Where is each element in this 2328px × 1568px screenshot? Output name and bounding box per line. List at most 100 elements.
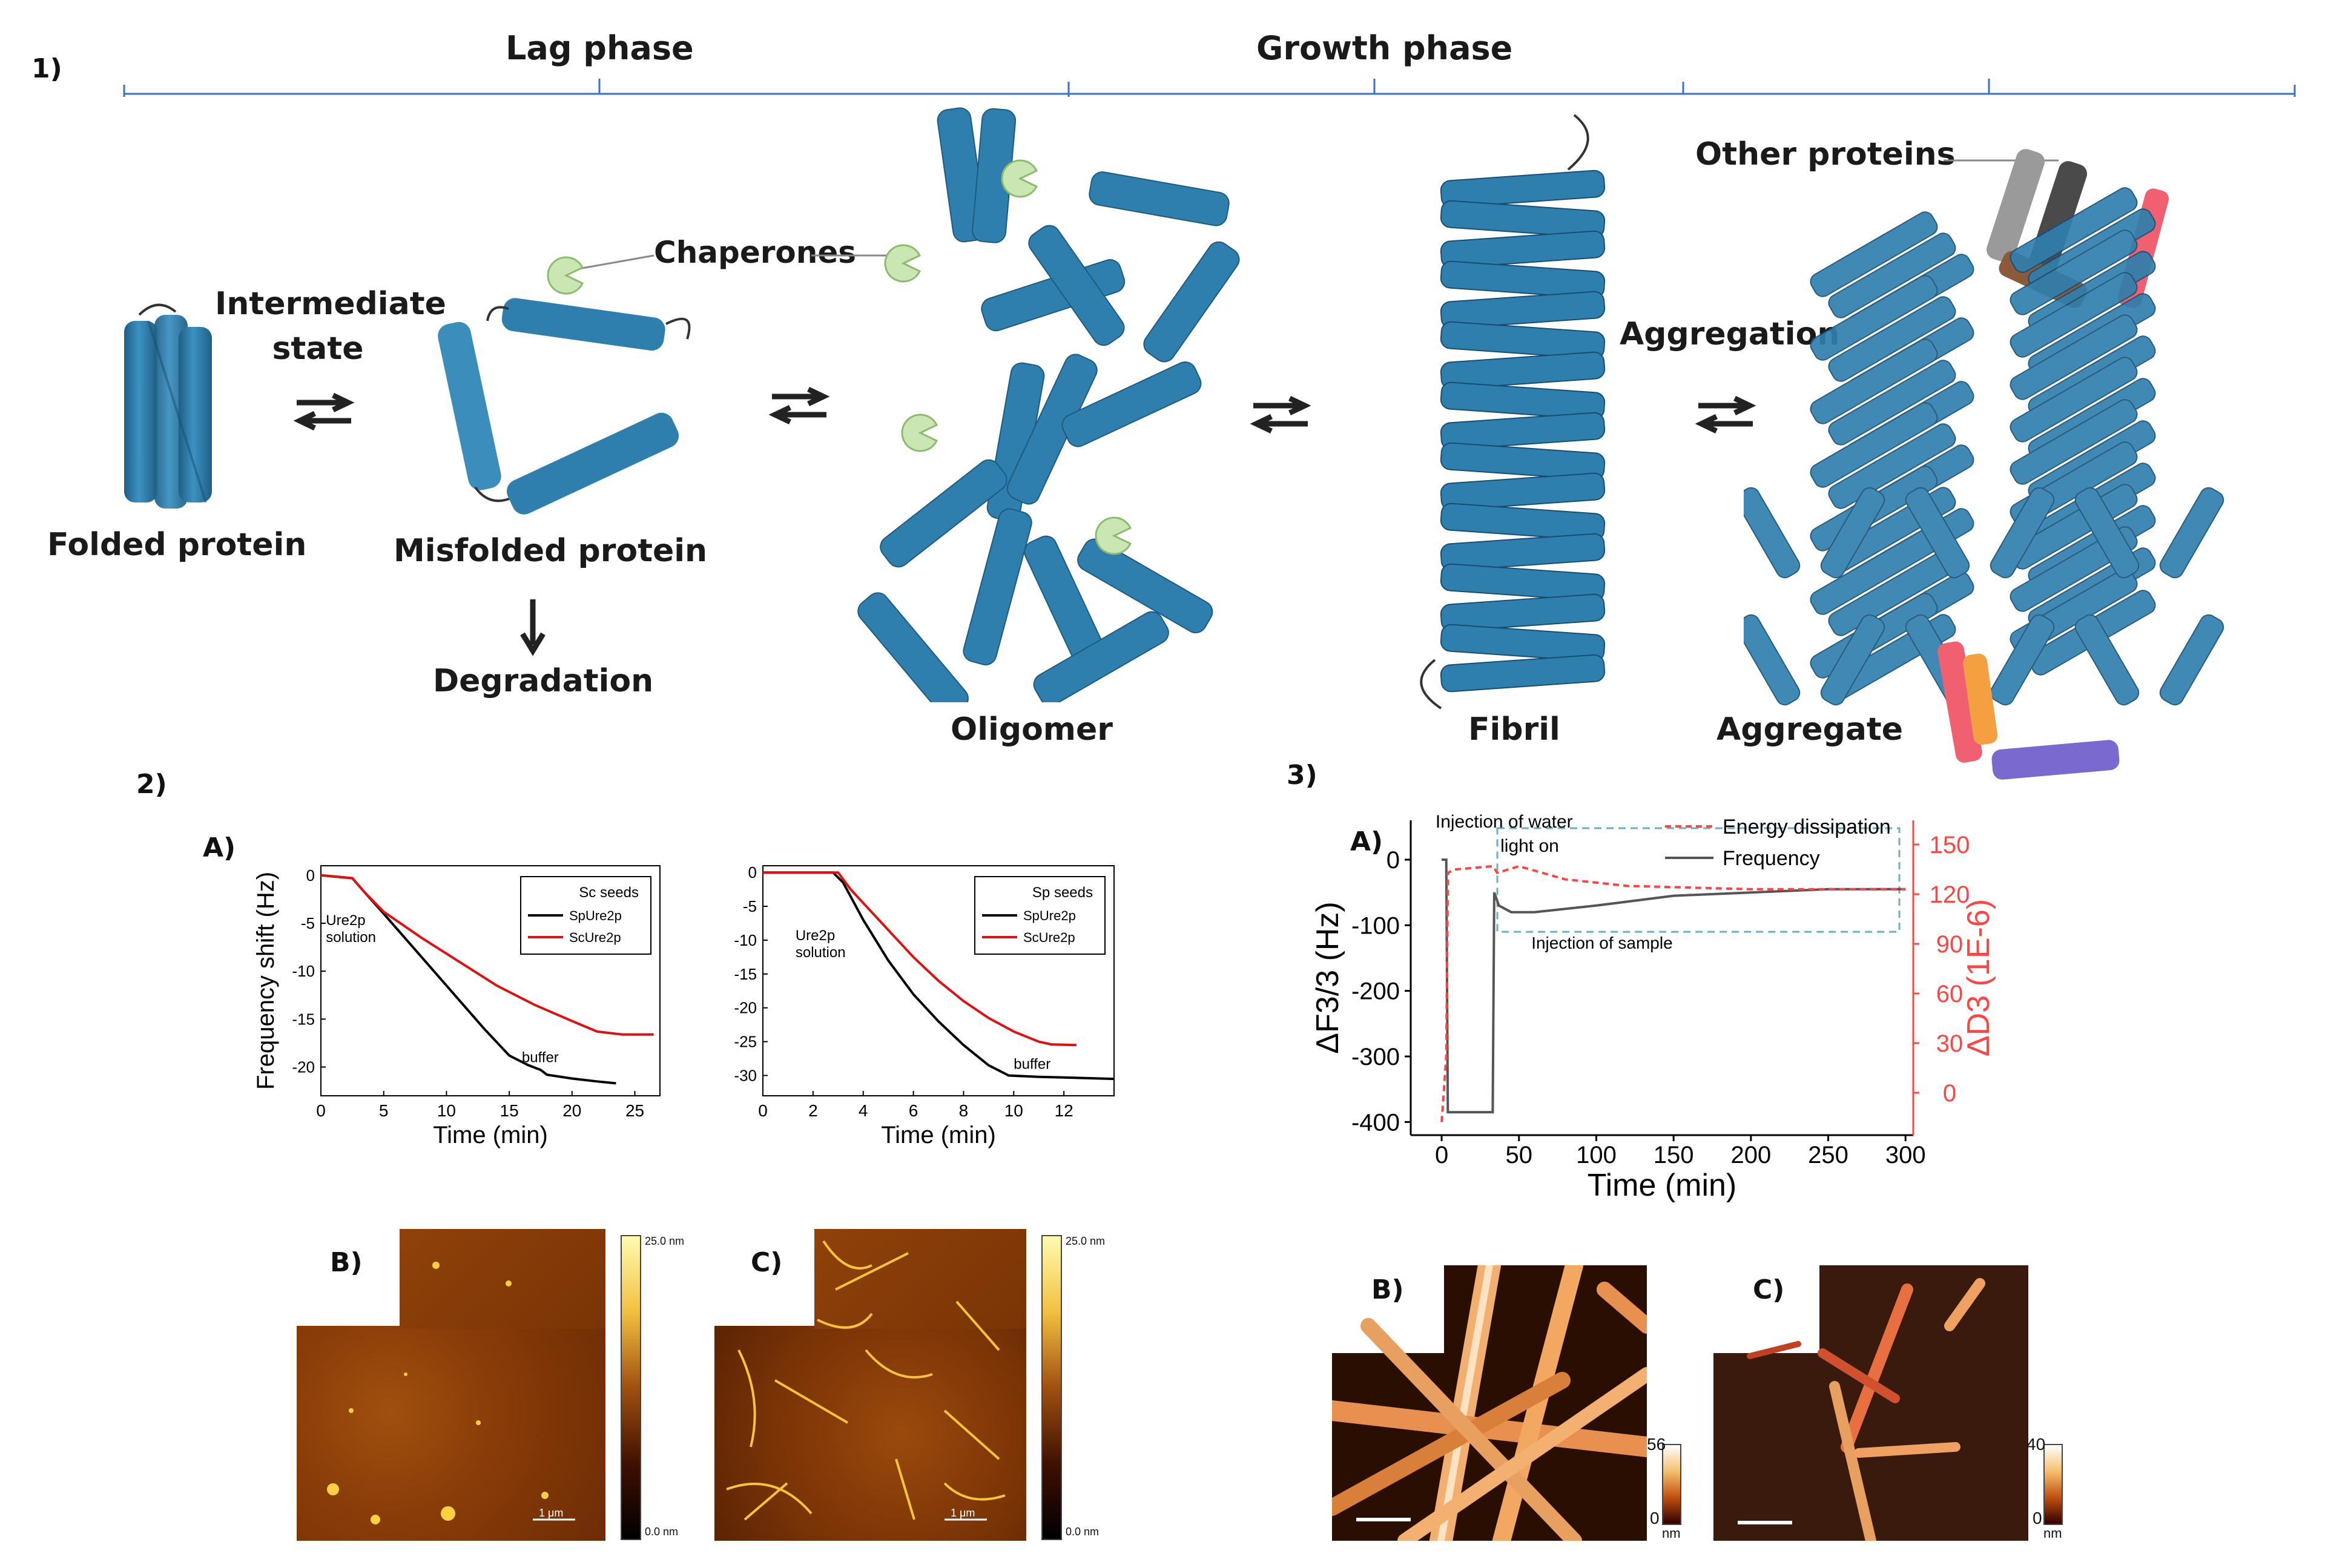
phase-timeline xyxy=(123,79,2296,97)
afm-3c-colorbar xyxy=(2043,1444,2063,1525)
y-tick-label: -300 xyxy=(1351,1044,1400,1070)
aggregate-helix xyxy=(2010,229,2138,315)
y-tick-label-right: 150 xyxy=(1930,832,1970,858)
aggregate-helix xyxy=(2074,614,2140,706)
highlight-box xyxy=(1496,827,1901,933)
folded-protein-icon xyxy=(124,303,212,509)
afm-3c-image-top xyxy=(1819,1265,2028,1356)
aggregate-helix xyxy=(2010,272,2138,358)
panel3-c-label: C) xyxy=(1753,1274,1785,1305)
series-line-ScUre2p xyxy=(763,871,1077,1047)
afm-2b-image-top xyxy=(400,1229,605,1329)
x-tick-label: 15 xyxy=(500,1101,519,1120)
panel3-label: 3) xyxy=(1287,760,1317,791)
aggregate-helix xyxy=(1820,614,1885,706)
legend-entry: Energy dissipation xyxy=(1723,815,1891,838)
annotation-ure2p: Ure2p xyxy=(326,912,365,929)
y-tick-label: -30 xyxy=(734,1066,757,1084)
fibril-helix xyxy=(1440,502,1606,541)
chaperone-icon xyxy=(547,256,584,295)
y-axis-label-right: ΔD3 (1E-6) xyxy=(1961,899,1996,1056)
aggregate-helix xyxy=(2159,614,2224,706)
afm-3b-colorbar xyxy=(1662,1444,1681,1525)
x-tick-label: 5 xyxy=(379,1101,389,1120)
x-axis-label: Time (min) xyxy=(433,1122,548,1148)
y-tick-label: -200 xyxy=(1351,978,1400,1005)
y-tick-label: -5 xyxy=(301,914,315,932)
lag-phase-label: Lag phase xyxy=(506,29,694,67)
afm-2c-colorbar xyxy=(1041,1235,1062,1540)
annotation-injection-sample: Injection of sample xyxy=(1531,934,1672,952)
panel2-a-label: A) xyxy=(203,832,236,863)
y-tick-label: -20 xyxy=(292,1058,315,1076)
plot-frame xyxy=(762,865,1115,1096)
y-tick-label: -10 xyxy=(292,962,315,980)
afm-2c-features: 1 μm xyxy=(726,1240,1006,1521)
chaperones-label: Chaperones xyxy=(654,235,857,270)
afm-2c-scale-min: 0.0 nm xyxy=(1066,1526,1100,1538)
equilibrium-arrow-1-icon xyxy=(293,392,355,431)
x-tick-label: 300 xyxy=(1885,1142,1926,1168)
plot-frame xyxy=(320,865,661,1096)
aggregate-helix xyxy=(1810,211,1938,297)
annotation-light-on: light on xyxy=(1500,836,1559,856)
y-tick-label: -20 xyxy=(734,999,757,1017)
y-tick-label-right: 90 xyxy=(1936,931,1964,958)
folded-protein-label: Folded protein xyxy=(47,527,307,563)
x-tick-label: 4 xyxy=(859,1101,868,1120)
y-axis-label: Frequency shift (Hz) xyxy=(252,872,279,1090)
fibril-label: Fibril xyxy=(1468,711,1560,748)
misfolded-protein-icon xyxy=(438,298,691,515)
x-tick-label: 8 xyxy=(959,1101,969,1120)
x-tick-label: 200 xyxy=(1730,1142,1771,1168)
aggregate-icon xyxy=(1744,149,2224,780)
aggregate-helix xyxy=(1990,614,2055,706)
panel3-a-label: A) xyxy=(1350,826,1383,857)
misfolded-protein-label: Misfolded protein xyxy=(394,533,708,569)
series-line-frequency xyxy=(1442,858,1906,1114)
afm-2b-image xyxy=(297,1326,605,1541)
annotation-injection-water: Injection of water xyxy=(1436,812,1573,832)
fibril-helix xyxy=(1440,442,1606,481)
y-tick-label: -25 xyxy=(734,1033,757,1051)
afm-3c-scale-min: 0 xyxy=(2033,1509,2042,1527)
fibril-helix xyxy=(1440,321,1606,360)
series-line-ScUre2p xyxy=(320,874,654,1036)
legend-title: Sp seeds xyxy=(1032,884,1093,901)
legend-entry: ScUre2p xyxy=(1023,930,1075,945)
y-tick-label-right: 60 xyxy=(1936,981,1964,1007)
y-tick-label: 0 xyxy=(748,863,757,881)
x-tick-label: 20 xyxy=(562,1101,581,1120)
annotation-solution: solution xyxy=(796,944,846,961)
x-tick-label: 100 xyxy=(1576,1142,1617,1168)
fibril-icon xyxy=(1420,114,1606,710)
y-tick-label: 0 xyxy=(1387,847,1400,874)
aggregate-helix xyxy=(1820,487,1885,579)
series-line-SpUre2p xyxy=(763,871,1115,1081)
legend-entry: ScUre2p xyxy=(569,930,621,945)
afm-2b-colorbar xyxy=(621,1235,641,1540)
aggregate-helix xyxy=(1828,423,1956,509)
x-tick-label: 10 xyxy=(437,1101,456,1120)
x-tick-label: 50 xyxy=(1506,1142,1533,1168)
aggregate-helix xyxy=(1810,275,1938,361)
y-tick-label: 0 xyxy=(306,866,315,884)
fibril-helix xyxy=(1440,593,1606,632)
panel2-c-label: C) xyxy=(751,1247,783,1278)
aggregate-helix xyxy=(1744,614,1801,706)
aggregate-label: Aggregate xyxy=(1716,711,1904,748)
x-tick-label: 0 xyxy=(758,1101,768,1120)
afm-2b-features: 1 μm xyxy=(327,1262,575,1524)
fibril-helix xyxy=(1440,563,1606,602)
fibril-helix xyxy=(1440,472,1606,511)
aggregation-label: Aggregation xyxy=(1620,316,1840,352)
x-tick-label: 2 xyxy=(808,1101,818,1120)
x-axis-label: Time (min) xyxy=(1588,1168,1737,1203)
fibril-helix xyxy=(1440,260,1606,299)
y-tick-label-right: 0 xyxy=(1943,1080,1956,1107)
degradation-label: Degradation xyxy=(433,663,654,699)
y-tick-label: -10 xyxy=(734,931,757,949)
panel2-b-label: B) xyxy=(330,1247,363,1278)
afm-3c-scale-max: 40 xyxy=(2026,1435,2046,1454)
aggregate-helix xyxy=(2074,487,2140,579)
